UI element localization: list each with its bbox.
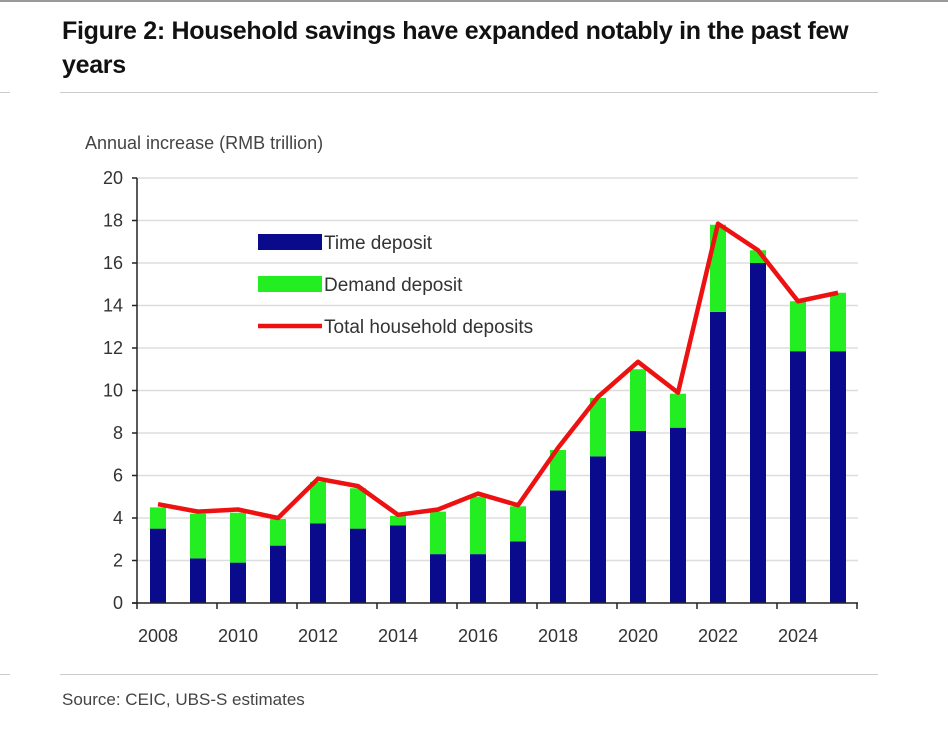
- bar-time-deposit: [230, 562, 246, 603]
- bar-time-deposit: [270, 545, 286, 603]
- bar-demand-deposit: [670, 393, 686, 428]
- legend-swatch: [258, 276, 322, 292]
- bar-time-deposit: [670, 427, 686, 603]
- y-tick-label: 6: [113, 466, 123, 486]
- bar-time-deposit: [510, 541, 526, 603]
- x-tick-label: 2022: [698, 626, 738, 646]
- y-tick-label: 20: [103, 168, 123, 188]
- source-rule: [60, 674, 878, 675]
- x-tick-label: 2010: [218, 626, 258, 646]
- left-rule-bottom: [0, 674, 10, 675]
- bar-demand-deposit: [350, 488, 366, 529]
- y-tick-label: 2: [113, 551, 123, 571]
- legend-label: Time deposit: [324, 233, 433, 254]
- bar-time-deposit: [430, 554, 446, 603]
- y-tick-label: 16: [103, 253, 123, 273]
- bar-demand-deposit: [230, 512, 246, 563]
- legend-label: Total household deposits: [324, 317, 533, 338]
- bar-demand-deposit: [830, 292, 846, 352]
- bar-demand-deposit: [590, 397, 606, 457]
- bar-time-deposit: [830, 351, 846, 603]
- bar-time-deposit: [590, 456, 606, 603]
- bar-demand-deposit: [470, 496, 486, 555]
- y-tick-label: 0: [113, 593, 123, 613]
- y-tick-label: 8: [113, 423, 123, 443]
- bar-demand-deposit: [270, 519, 286, 546]
- x-tick-label: 2012: [298, 626, 338, 646]
- x-tick-label: 2020: [618, 626, 658, 646]
- bar-time-deposit: [310, 523, 326, 603]
- bar-time-deposit: [630, 430, 646, 603]
- bar-demand-deposit: [190, 513, 206, 559]
- source-note: Source: CEIC, UBS-S estimates: [62, 690, 305, 709]
- bar-demand-deposit: [550, 450, 566, 491]
- bar-demand-deposit: [390, 515, 406, 526]
- x-tick-label: 2018: [538, 626, 578, 646]
- bar-time-deposit: [710, 311, 726, 603]
- bar-demand-deposit: [150, 507, 166, 529]
- left-rule-top: [0, 92, 10, 93]
- title-rule: [60, 92, 878, 93]
- bar-demand-deposit: [790, 301, 806, 352]
- y-tick-label: 12: [103, 338, 123, 358]
- y-tick-label: 18: [103, 211, 123, 231]
- x-tick-label: 2016: [458, 626, 498, 646]
- chart-title: Figure 2: Household savings have expande…: [62, 17, 849, 79]
- legend-swatch: [258, 234, 322, 250]
- y-axis-label: Annual increase (RMB trillion): [85, 133, 323, 153]
- bar-demand-deposit: [510, 506, 526, 542]
- bar-time-deposit: [150, 528, 166, 603]
- bar-time-deposit: [750, 263, 766, 603]
- y-tick-label: 4: [113, 508, 123, 528]
- bar-time-deposit: [470, 554, 486, 603]
- x-tick-label: 2014: [378, 626, 418, 646]
- bar-time-deposit: [790, 351, 806, 603]
- y-tick-label: 14: [103, 296, 123, 316]
- bar-demand-deposit: [430, 511, 446, 555]
- bar-time-deposit: [190, 558, 206, 603]
- bar-demand-deposit: [310, 481, 326, 524]
- y-tick-label: 10: [103, 381, 123, 401]
- bar-time-deposit: [350, 528, 366, 603]
- bar-time-deposit: [550, 490, 566, 603]
- bar-time-deposit: [390, 525, 406, 603]
- x-tick-label: 2008: [138, 626, 178, 646]
- x-tick-label: 2024: [778, 626, 818, 646]
- legend-label: Demand deposit: [324, 275, 463, 296]
- bar-demand-deposit: [630, 369, 646, 431]
- line-total-household-deposits: [157, 221, 839, 521]
